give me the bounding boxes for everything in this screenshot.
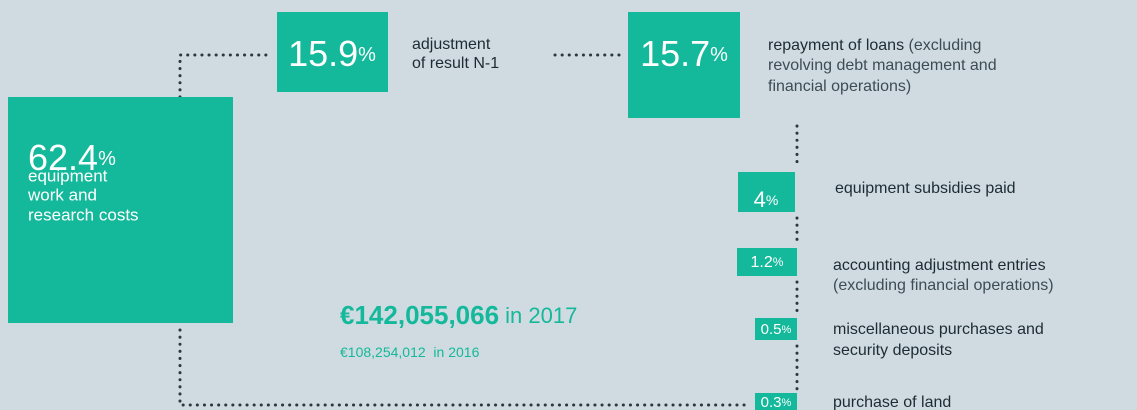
- svg-text:0.3%: 0.3%: [761, 394, 792, 410]
- svg-text:4%: 4%: [754, 187, 779, 212]
- value: 1.2: [751, 254, 773, 271]
- svg-text:15.7%: 15.7%: [640, 33, 728, 74]
- note: (excluding financial operations): [833, 277, 1054, 294]
- value: 0.5: [761, 321, 782, 338]
- label: adjustment: [412, 36, 491, 53]
- unit: %: [782, 397, 792, 409]
- svg-text:€108,254,012 in 2016: €108,254,012 in 2016: [340, 344, 480, 360]
- value-box: [737, 248, 797, 276]
- unit: %: [773, 255, 784, 269]
- unit: %: [98, 148, 116, 170]
- previous-year: in 2016: [426, 344, 480, 360]
- value: 62.4: [28, 137, 98, 178]
- label: purchase of land: [833, 394, 951, 410]
- svg-text:15.9%: 15.9%: [288, 33, 376, 74]
- previous-amount: €108,254,012: [340, 344, 426, 360]
- label: of result N-1: [412, 55, 499, 72]
- value-box: [755, 318, 797, 340]
- value-box: [755, 393, 797, 410]
- value: 15.9: [288, 33, 358, 74]
- svg-text:1.2%: 1.2%: [751, 254, 784, 271]
- label: work and: [27, 185, 97, 204]
- value-box: [277, 12, 388, 92]
- svg-text:62.4%: 62.4%: [28, 137, 116, 178]
- unit: %: [766, 192, 778, 208]
- label: accounting adjustment entries: [833, 257, 1046, 274]
- value: 15.7: [640, 33, 710, 74]
- value-box: [8, 97, 233, 323]
- label: security deposits: [833, 342, 952, 359]
- value: 4: [754, 187, 766, 212]
- note: financial operations): [768, 78, 911, 95]
- svg-text:repayment of loans (excluding: repayment of loans (excluding: [768, 37, 981, 54]
- note: (excluding: [904, 37, 981, 54]
- unit: %: [358, 44, 376, 66]
- label: repayment of loans: [768, 37, 904, 54]
- svg-text:€142,055,066 in 2017: €142,055,066 in 2017: [340, 300, 577, 330]
- value-box: [628, 12, 740, 118]
- value-box: [738, 172, 795, 212]
- note: revolving debt management and: [768, 57, 997, 74]
- label: equipment: [28, 166, 108, 185]
- label: research costs: [28, 205, 139, 224]
- connectors: [178, 53, 799, 407]
- value: 0.3: [761, 394, 782, 410]
- total-year: in 2017: [499, 303, 577, 328]
- label: miscellaneous purchases and: [833, 321, 1044, 338]
- total-amount: €142,055,066: [340, 300, 499, 330]
- connector: [178, 328, 752, 407]
- unit: %: [710, 44, 728, 66]
- label: equipment subsidies paid: [835, 180, 1016, 197]
- svg-text:0.5%: 0.5%: [761, 321, 792, 338]
- unit: %: [782, 324, 792, 336]
- connector: [178, 53, 274, 99]
